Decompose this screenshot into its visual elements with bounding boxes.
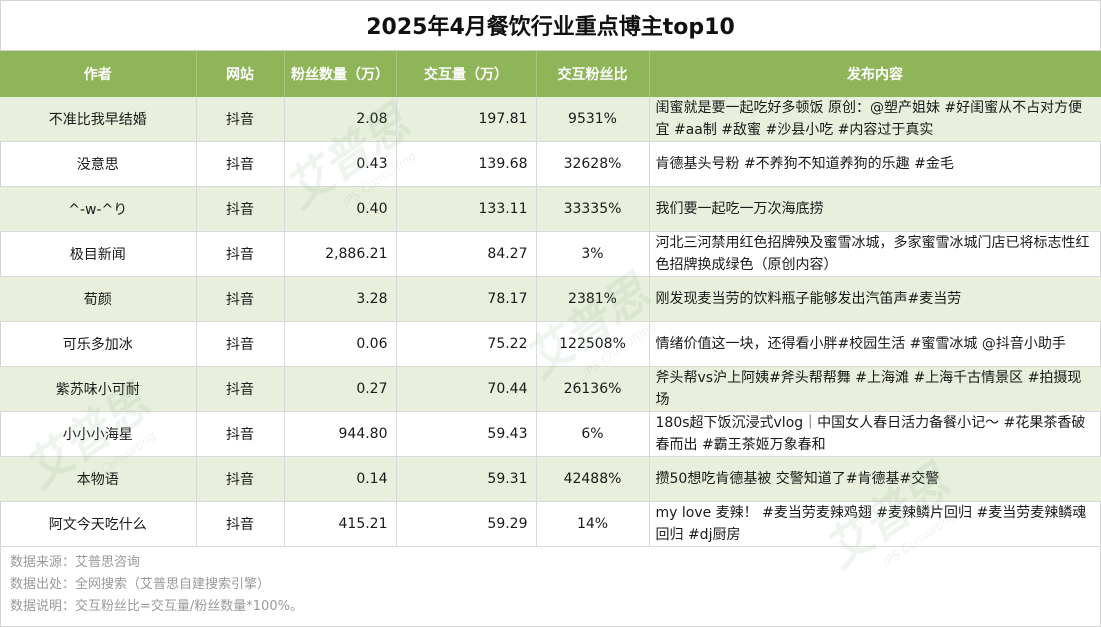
author-cell: 可乐多加冰 bbox=[0, 321, 197, 367]
content-cell: 情绪价值这一块，还得看小胖#校园生活 #蜜雪冰城 @抖音小助手 bbox=[649, 321, 1101, 367]
author-cell: 极目新闻 bbox=[0, 231, 197, 277]
ratio-cell: 33335% bbox=[536, 186, 650, 232]
header-content: 发布内容 bbox=[649, 51, 1101, 97]
fans-cell: 2.08 bbox=[284, 97, 397, 142]
header-ratio: 交互粉丝比 bbox=[536, 51, 650, 97]
footnote-definition: 数据说明：交互粉丝比=交互量/粉丝数量*100%。 bbox=[10, 599, 303, 614]
table-row: 本物语 抖音 0.14 59.31 42488% 攒50想吃肯德基被 交警知道了… bbox=[0, 456, 1101, 502]
ratio-cell: 32628% bbox=[536, 141, 650, 187]
table-row: ^-w-^り 抖音 0.40 133.11 33335% 我们要一起吃一万次海底… bbox=[0, 186, 1101, 232]
footnote-origin: 数据出处：全网搜索（艾普思自建搜索引擎） bbox=[10, 577, 271, 592]
ratio-cell: 9531% bbox=[536, 97, 650, 142]
content-cell: 肯德基头号粉 #不养狗不知道养狗的乐趣 #金毛 bbox=[649, 141, 1101, 187]
interactions-cell: 59.43 bbox=[396, 411, 537, 457]
site-cell: 抖音 bbox=[196, 186, 285, 232]
ratio-cell: 42488% bbox=[536, 456, 650, 502]
page-title: 2025年4月餐饮行业重点博主top10 bbox=[0, 0, 1101, 51]
interactions-cell: 133.11 bbox=[396, 186, 537, 232]
fans-cell: 0.14 bbox=[284, 456, 397, 502]
content-cell: 斧头帮vs沪上阿姨#斧头帮帮舞 #上海滩 #上海千古情景区 #拍摄现场 bbox=[649, 366, 1101, 412]
site-cell: 抖音 bbox=[196, 321, 285, 367]
author-cell: 紫苏味小可耐 bbox=[0, 366, 197, 412]
table-row: 没意思 抖音 0.43 139.68 32628% 肯德基头号粉 #不养狗不知道… bbox=[0, 141, 1101, 187]
table-row: 极目新闻 抖音 2,886.21 84.27 3% 河北三河禁用红色招牌殃及蜜雪… bbox=[0, 231, 1101, 277]
author-cell: ^-w-^り bbox=[0, 186, 197, 232]
table-header-row: 作者 网站 粉丝数量（万） 交互量（万） 交互粉丝比 发布内容 bbox=[0, 51, 1101, 97]
fans-cell: 2,886.21 bbox=[284, 231, 397, 277]
fans-cell: 3.28 bbox=[284, 276, 397, 322]
ratio-cell: 122508% bbox=[536, 321, 650, 367]
interactions-cell: 197.81 bbox=[396, 97, 537, 142]
interactions-cell: 139.68 bbox=[396, 141, 537, 187]
header-site: 网站 bbox=[196, 51, 285, 97]
content-cell: 闺蜜就是要一起吃好多顿饭 原创：@塑产姐妹 #好闺蜜从不占对方便宜 #aa制 #… bbox=[649, 97, 1101, 142]
table-row: 小小小海星 抖音 944.80 59.43 6% 180s超下饭沉浸式vlog｜… bbox=[0, 411, 1101, 457]
interactions-cell: 59.29 bbox=[396, 501, 537, 547]
site-cell: 抖音 bbox=[196, 141, 285, 187]
interactions-cell: 84.27 bbox=[396, 231, 537, 277]
ratio-cell: 3% bbox=[536, 231, 650, 277]
author-cell: 荀颜 bbox=[0, 276, 197, 322]
interactions-cell: 78.17 bbox=[396, 276, 537, 322]
site-cell: 抖音 bbox=[196, 97, 285, 142]
content-cell: 攒50想吃肯德基被 交警知道了#肯德基#交警 bbox=[649, 456, 1101, 502]
fans-cell: 944.80 bbox=[284, 411, 397, 457]
ratio-cell: 2381% bbox=[536, 276, 650, 322]
author-cell: 没意思 bbox=[0, 141, 197, 187]
content-cell: 刚发现麦当劳的饮料瓶子能够发出汽笛声#麦当劳 bbox=[649, 276, 1101, 322]
site-cell: 抖音 bbox=[196, 501, 285, 547]
table-row: 不准比我早结婚 抖音 2.08 197.81 9531% 闺蜜就是要一起吃好多顿… bbox=[0, 97, 1101, 142]
fans-cell: 0.40 bbox=[284, 186, 397, 232]
site-cell: 抖音 bbox=[196, 231, 285, 277]
ratio-cell: 14% bbox=[536, 501, 650, 547]
ratio-cell: 6% bbox=[536, 411, 650, 457]
header-fans: 粉丝数量（万） bbox=[284, 51, 397, 97]
fans-cell: 0.27 bbox=[284, 366, 397, 412]
interactions-cell: 59.31 bbox=[396, 456, 537, 502]
table-row: 可乐多加冰 抖音 0.06 75.22 122508% 情绪价值这一块，还得看小… bbox=[0, 321, 1101, 367]
site-cell: 抖音 bbox=[196, 276, 285, 322]
blogger-table: 作者 网站 粉丝数量（万） 交互量（万） 交互粉丝比 发布内容 不准比我早结婚 … bbox=[0, 51, 1101, 547]
fans-cell: 415.21 bbox=[284, 501, 397, 547]
author-cell: 不准比我早结婚 bbox=[0, 97, 197, 142]
site-cell: 抖音 bbox=[196, 456, 285, 502]
interactions-cell: 75.22 bbox=[396, 321, 537, 367]
table-row: 紫苏味小可耐 抖音 0.27 70.44 26136% 斧头帮vs沪上阿姨#斧头… bbox=[0, 366, 1101, 412]
table-row: 荀颜 抖音 3.28 78.17 2381% 刚发现麦当劳的饮料瓶子能够发出汽笛… bbox=[0, 276, 1101, 322]
author-cell: 阿文今天吃什么 bbox=[0, 501, 197, 547]
content-cell: my love 麦辣！ #麦当劳麦辣鸡翅 #麦辣鳞片回归 #麦当劳麦辣鳞魂回归 … bbox=[649, 501, 1101, 547]
fans-cell: 0.06 bbox=[284, 321, 397, 367]
author-cell: 本物语 bbox=[0, 456, 197, 502]
interactions-cell: 70.44 bbox=[396, 366, 537, 412]
site-cell: 抖音 bbox=[196, 411, 285, 457]
footnotes: 数据来源：艾普思咨询 数据出处：全网搜索（艾普思自建搜索引擎） 数据说明：交互粉… bbox=[10, 552, 303, 618]
fans-cell: 0.43 bbox=[284, 141, 397, 187]
table-row: 阿文今天吃什么 抖音 415.21 59.29 14% my love 麦辣！ … bbox=[0, 501, 1101, 547]
content-cell: 我们要一起吃一万次海底捞 bbox=[649, 186, 1101, 232]
site-cell: 抖音 bbox=[196, 366, 285, 412]
ratio-cell: 26136% bbox=[536, 366, 650, 412]
footnote-source: 数据来源：艾普思咨询 bbox=[10, 555, 141, 570]
header-author: 作者 bbox=[0, 51, 197, 97]
content-cell: 180s超下饭沉浸式vlog｜中国女人春日活力备餐小记～ #花果茶香破春而出 #… bbox=[649, 411, 1101, 457]
content-cell: 河北三河禁用红色招牌殃及蜜雪冰城，多家蜜雪冰城门店已将标志性红色招牌换成绿色（原… bbox=[649, 231, 1101, 277]
author-cell: 小小小海星 bbox=[0, 411, 197, 457]
header-interactions: 交互量（万） bbox=[396, 51, 537, 97]
